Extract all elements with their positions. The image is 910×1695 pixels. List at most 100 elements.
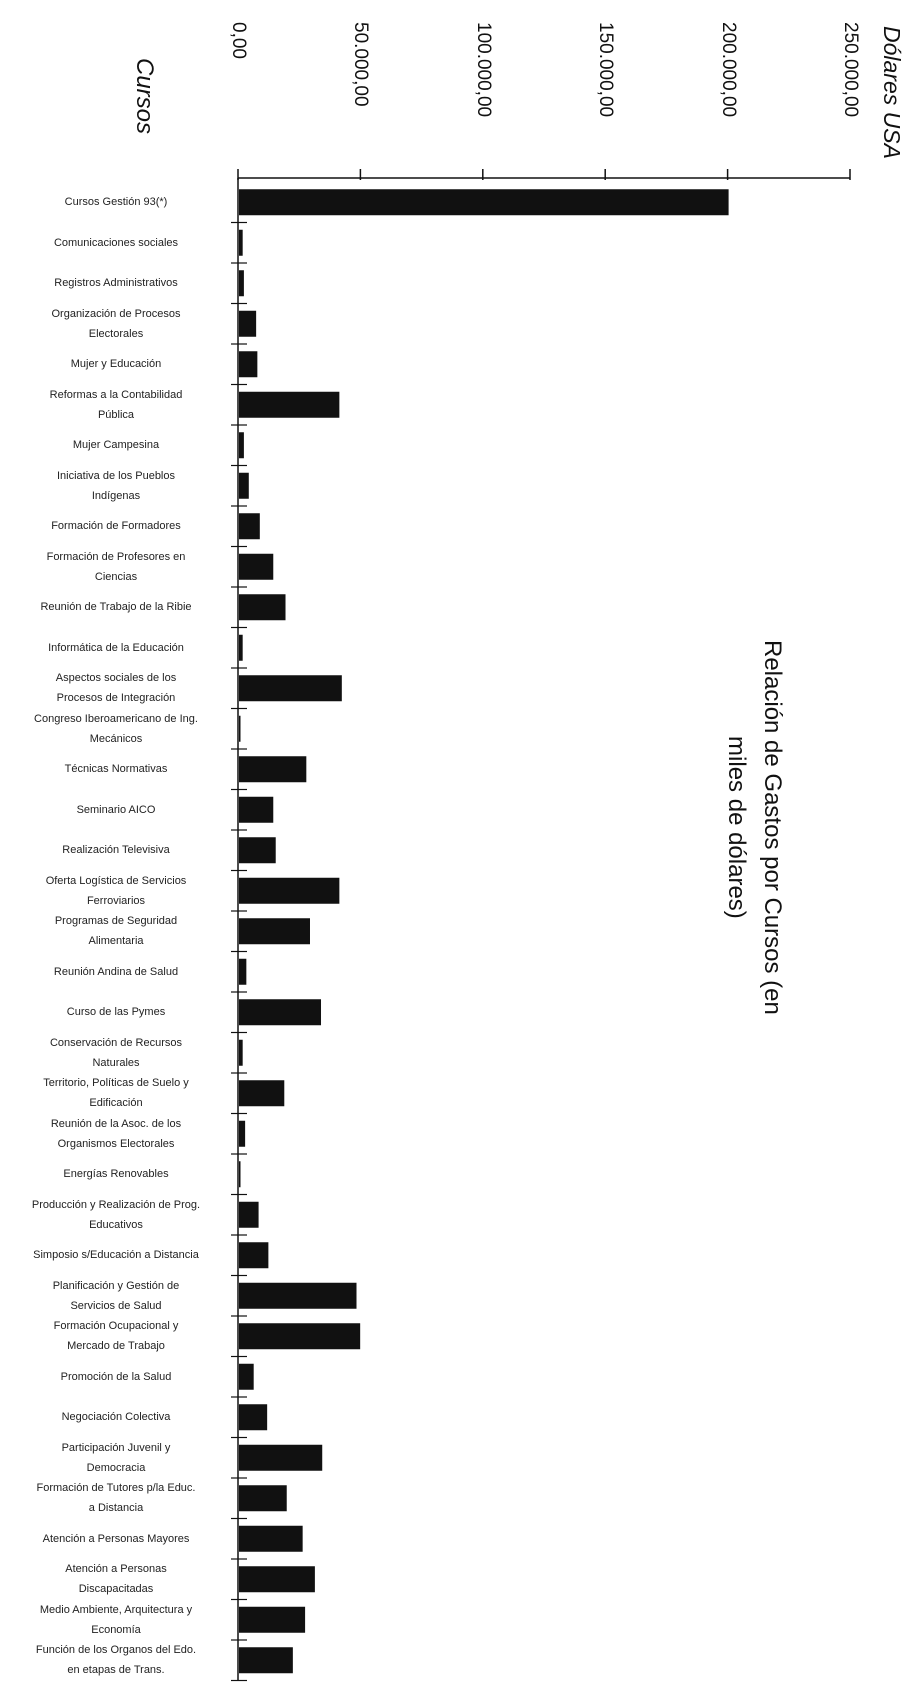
chart-title-line-2: miles de dólares) <box>723 736 750 919</box>
category-label: Técnicas Normativas <box>4 759 228 779</box>
category-label-line: Democracia <box>86 1461 146 1474</box>
category-label-line: Atención a Personas Mayores <box>42 1532 190 1545</box>
category-label-line: Reunión de la Asoc. de los <box>50 1117 182 1130</box>
value-tick-label: 150.000,00 <box>595 22 617 118</box>
category-label-line: Formación de Tutores p/la Educ. <box>36 1482 196 1495</box>
category-label-line: Ferroviarios <box>86 894 146 907</box>
category-label: Seminario AICO <box>4 800 228 820</box>
category-label-line: Economía <box>91 1623 141 1636</box>
bar <box>239 1566 315 1593</box>
bar <box>239 837 276 864</box>
category-label: Simposio s/Educación a Distancia <box>4 1245 228 1265</box>
category-label-line: Electorales <box>88 327 144 340</box>
bar <box>239 270 244 297</box>
category-label-line: Discapacitadas <box>78 1583 154 1596</box>
category-label-line: Reformas a la Contabilidad <box>49 388 183 401</box>
bar <box>239 513 260 540</box>
category-label-line: Programas de Seguridad <box>54 915 178 928</box>
category-label: Iniciativa de los Pueblos Indígenas <box>4 466 228 506</box>
bar <box>239 432 244 459</box>
bar <box>239 999 322 1026</box>
category-label-line: Iniciativa de los Pueblos <box>56 469 175 482</box>
category-label-line: Formación de Profesores en <box>46 550 186 563</box>
bar <box>239 1120 246 1147</box>
bar <box>239 756 307 783</box>
value-tick-label: 50.000,00 <box>350 22 372 107</box>
chart-title: Relación de Gastos por Cursos (en miles … <box>718 640 790 1015</box>
bar-layer <box>239 189 729 1674</box>
category-label-line: en etapas de Trans. <box>67 1664 165 1677</box>
bar <box>239 1606 306 1633</box>
category-label: Negociación Colectiva <box>4 1407 228 1427</box>
category-label-line: Medio Ambiente, Arquitectura y <box>39 1603 193 1616</box>
category-label-line: Formación Ocupacional y <box>53 1320 179 1333</box>
bar <box>239 634 243 661</box>
bar <box>239 1039 243 1066</box>
category-label: Promoción de la Salud <box>4 1367 228 1387</box>
category-label-line: Servicios de Salud <box>70 1299 162 1312</box>
bar <box>239 715 241 742</box>
category-label-line: Organización de Procesos <box>51 307 181 320</box>
category-label: Producción y Realización de Prog. Educati… <box>4 1195 228 1235</box>
category-label-line: Curso de las Pymes <box>66 1006 166 1019</box>
chart-title-line-1: Relación de Gastos por Cursos (en <box>759 640 786 1015</box>
bar <box>239 1080 285 1107</box>
category-label-line: Energías Renovables <box>63 1168 169 1181</box>
category-label: Formación de Formadores <box>4 516 228 536</box>
category-label-line: Informática de la Educación <box>48 641 184 654</box>
bar <box>239 1647 293 1674</box>
bar <box>239 1525 303 1552</box>
bar <box>239 877 340 904</box>
category-label-line: Registros Administrativos <box>54 277 178 290</box>
category-label: Formación de Profesores en Ciencias <box>4 547 228 587</box>
category-label-line: Formación de Formadores <box>51 520 181 533</box>
category-label-line: Reunión Andina de Salud <box>53 965 179 978</box>
category-label: Mujer y Educación <box>4 354 228 374</box>
category-label: Aspectos sociales de los Procesos de Inte… <box>4 668 228 708</box>
bar <box>239 189 729 216</box>
category-label: Programas de Seguridad Alimentaria <box>4 911 228 951</box>
bar <box>239 1404 268 1431</box>
category-label: Reunión Andina de Salud <box>4 962 228 982</box>
category-label-line: Ciencias <box>94 570 138 583</box>
bar <box>239 1282 357 1309</box>
category-label: Formación de Tutores p/la Educ. a Distanc… <box>4 1478 228 1518</box>
value-tick-label: 0,00 <box>228 22 249 59</box>
category-label-line: Negociación Colectiva <box>61 1411 171 1424</box>
category-label-line: Congreso Iberoamericano de Ing. <box>34 712 198 725</box>
category-label: Energías Renovables <box>4 1164 228 1184</box>
category-label-line: Oferta Logística de Servicios <box>45 874 187 887</box>
category-label-line: Simposio s/Educación a Distancia <box>33 1249 199 1262</box>
category-label-line: Atención a Personas <box>65 1563 167 1576</box>
category-label-line: Aspectos sociales de los <box>55 672 177 685</box>
category-label: Reunión de Trabajo de la Ribie <box>4 597 228 617</box>
category-axis-label: Cursos <box>131 58 158 135</box>
bar <box>239 1363 254 1390</box>
category-label-line: Indígenas <box>91 489 141 502</box>
category-label-line: Mecánicos <box>89 732 143 745</box>
category-label-line: Comunicaciones sociales <box>53 236 179 249</box>
value-tick-label: 200.000,00 <box>717 22 739 118</box>
category-label: Organización de Procesos Electorales <box>4 304 228 344</box>
category-label: Oferta Logística de Servicios Ferroviario… <box>4 871 228 911</box>
category-label-line: Realización Televisiva <box>62 844 170 857</box>
category-label: Congreso Iberoamericano de Ing. Mecánicos <box>4 709 228 749</box>
category-label-line: Alimentaria <box>88 935 144 948</box>
value-tick-label: 100.000,00 <box>472 22 494 118</box>
axis-layer <box>231 169 851 1682</box>
category-label-line: Promoción de la Salud <box>60 1370 172 1383</box>
value-tick-label: 250.000,00 <box>840 22 861 118</box>
bar <box>239 310 257 337</box>
category-label: Conservación de Recursos Naturales <box>4 1033 228 1073</box>
category-label: Atención a Personas Mayores <box>4 1529 228 1549</box>
bar <box>239 553 274 580</box>
category-label-line: Cursos Gestión 93(*) <box>64 196 168 209</box>
category-label-line: Edificación <box>89 1097 143 1110</box>
category-label: Formación Ocupacional y Mercado de Trabaj… <box>4 1316 228 1356</box>
category-label-line: Procesos de Integración <box>56 692 176 705</box>
category-label: Participación Juvenil y Democracia <box>4 1438 228 1478</box>
bar <box>239 229 243 256</box>
category-label-line: Conservación de Recursos <box>49 1036 183 1049</box>
category-label-line: Seminario AICO <box>76 803 156 816</box>
